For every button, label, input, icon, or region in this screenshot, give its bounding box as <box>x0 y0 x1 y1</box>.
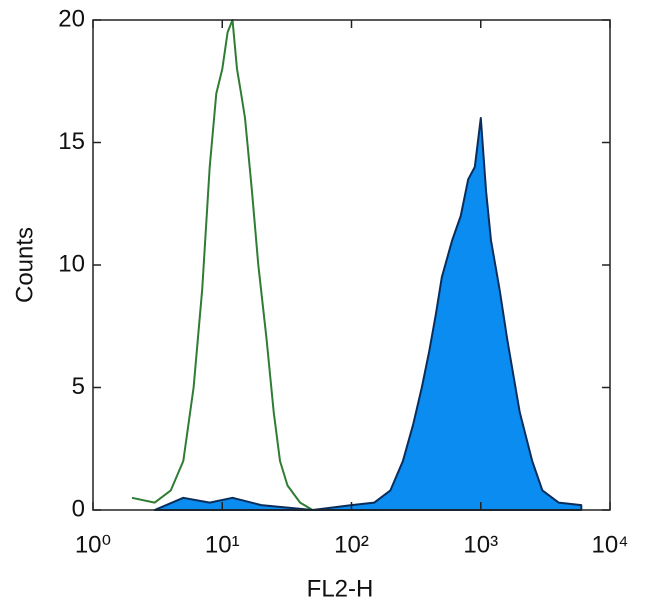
x-tick-label: 10¹ <box>205 531 240 558</box>
histogram-trace <box>131 19 314 511</box>
x-tick-label: 10³ <box>463 531 498 558</box>
histogram-trace <box>153 117 583 511</box>
y-axis-label: Counts <box>11 227 38 303</box>
y-tick-label: 15 <box>58 128 85 155</box>
plot-frame <box>92 19 611 511</box>
y-tick-label: 10 <box>58 250 85 277</box>
x-tick-label: 10⁰ <box>75 531 111 558</box>
y-tick-label: 20 <box>58 5 85 32</box>
y-tick-label: 0 <box>72 495 85 522</box>
y-tick-label: 5 <box>72 373 85 400</box>
x-tick-label: 10⁴ <box>591 531 628 558</box>
x-tick-label: 10² <box>334 531 369 558</box>
x-axis-label: FL2-H <box>307 575 374 602</box>
